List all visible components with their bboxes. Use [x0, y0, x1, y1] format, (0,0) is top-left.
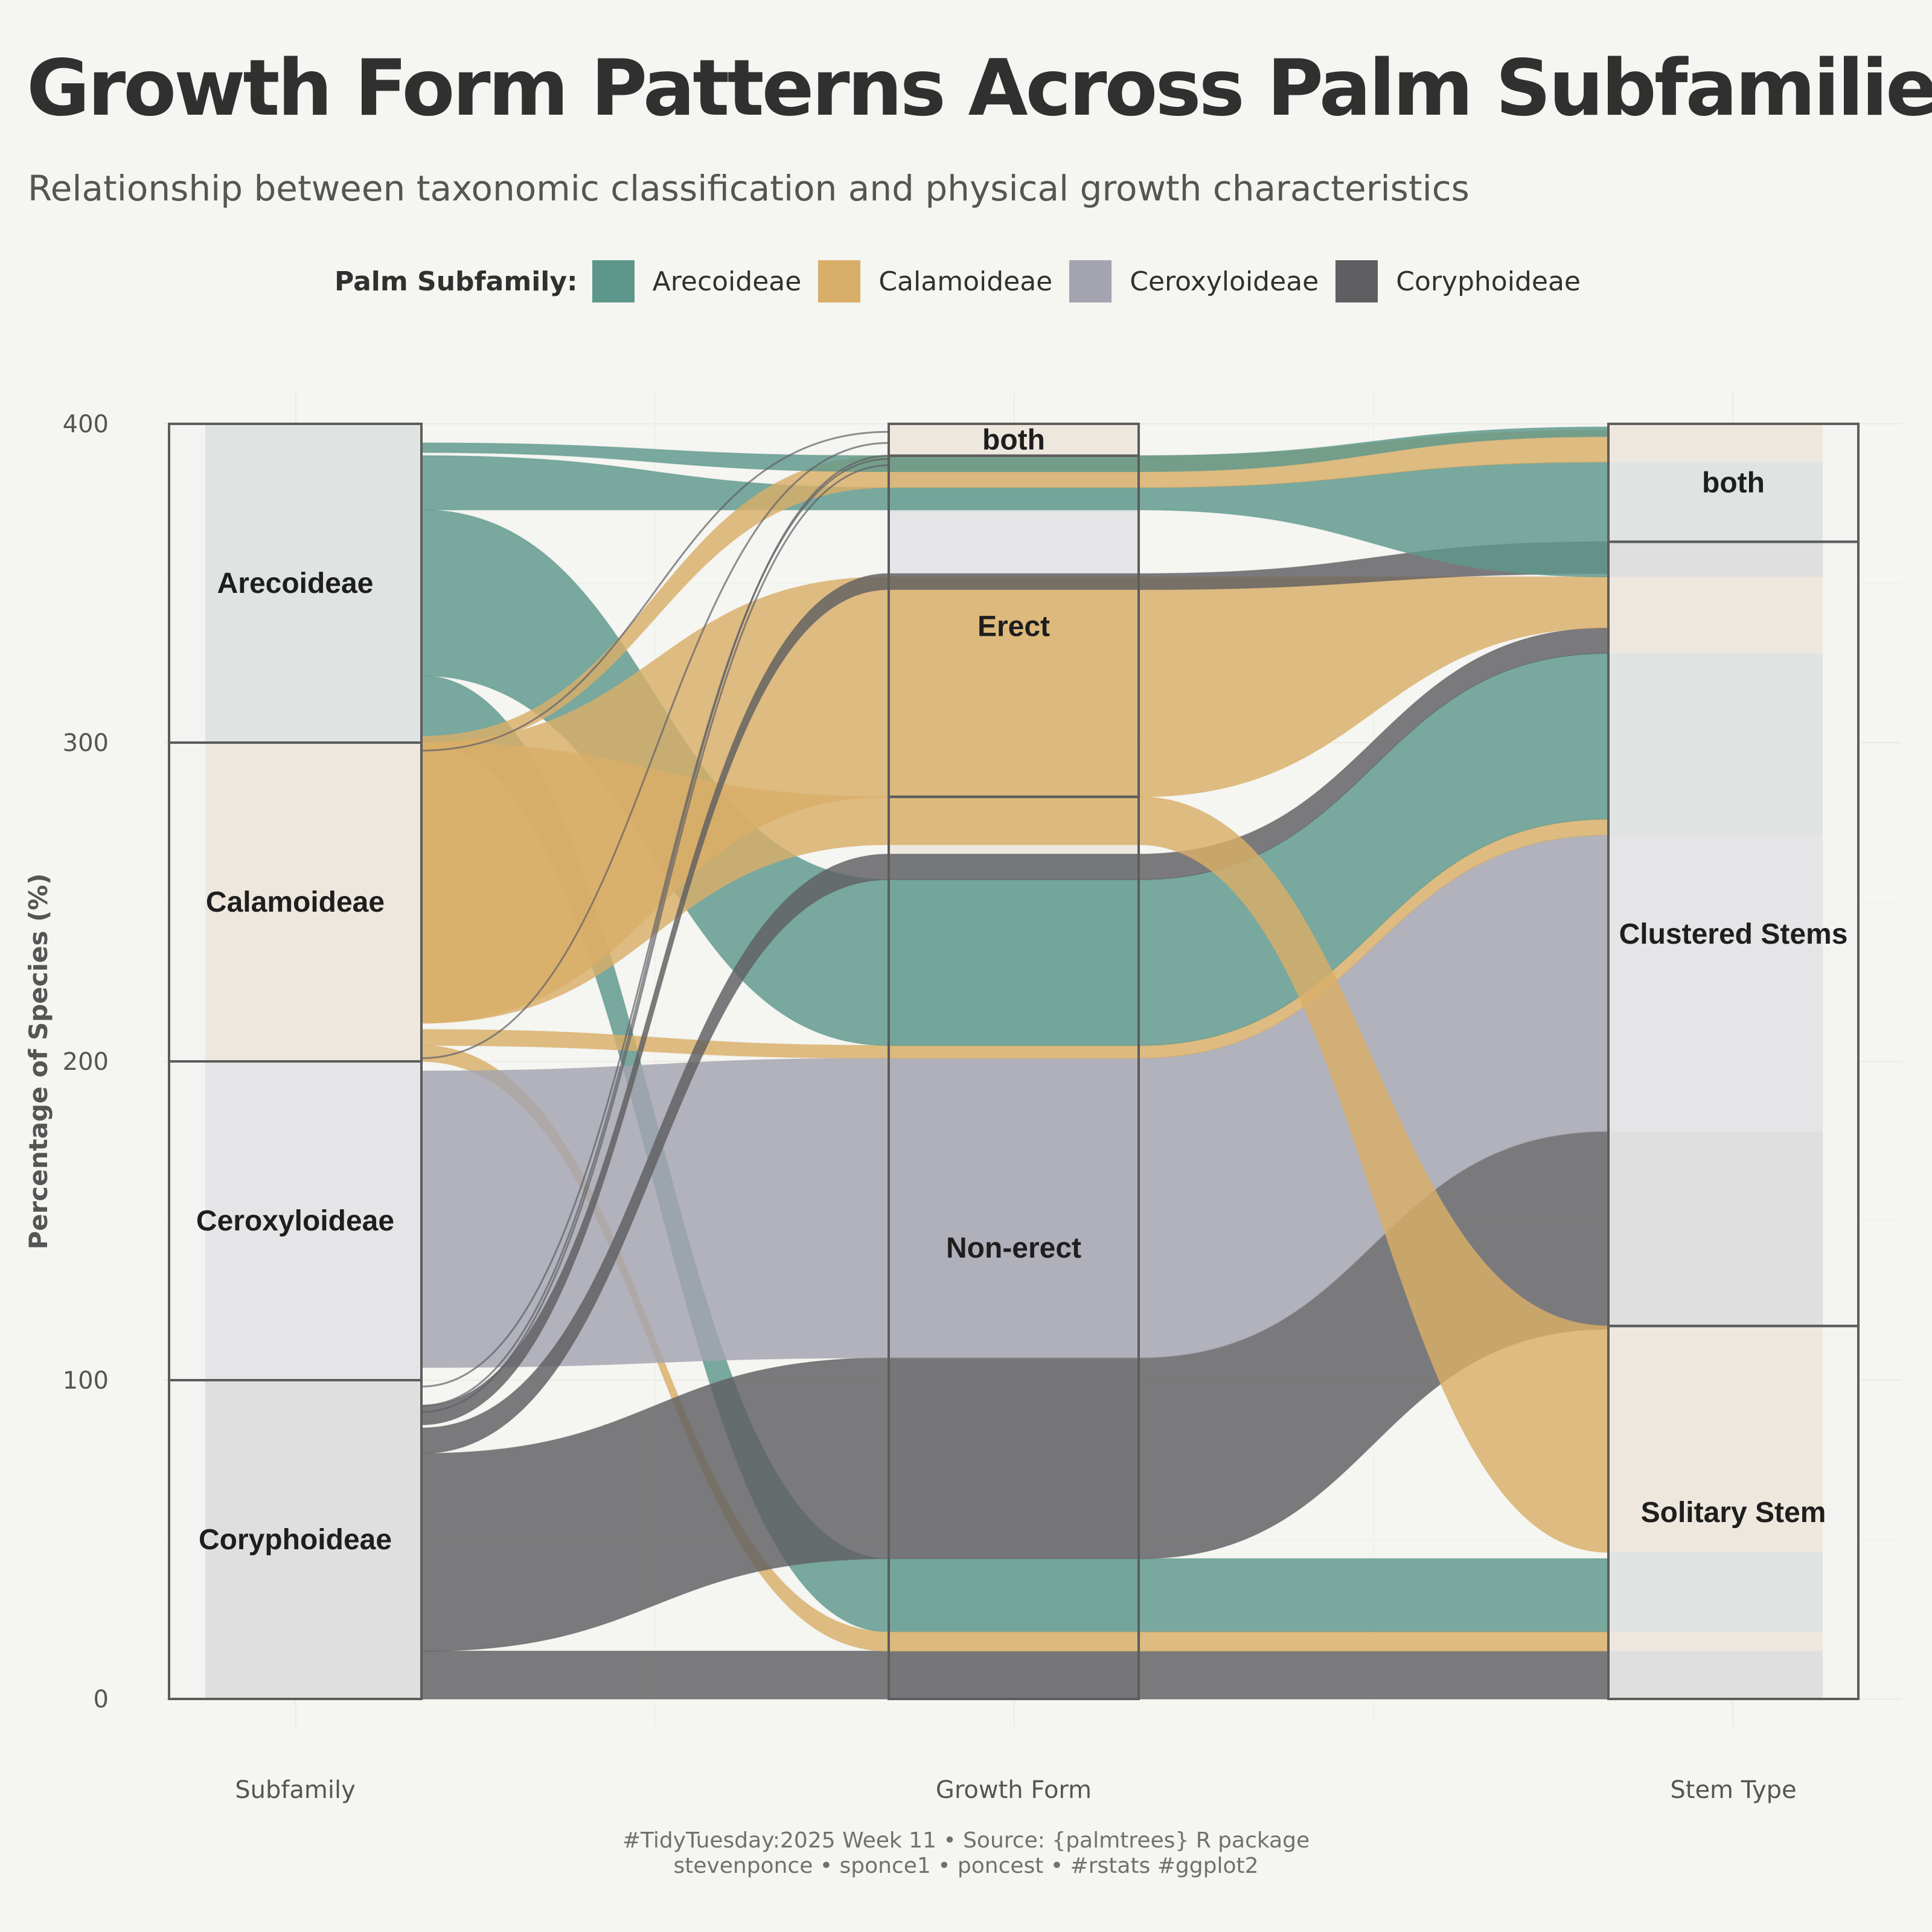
- caption: #TidyTuesday:2025 Week 11 • Source: {pal…: [0, 1828, 1932, 1879]
- stratum-tint-coryphoideae: [1608, 1131, 1823, 1326]
- stratum-box-arecoideae: [168, 423, 423, 744]
- flow-coryphoideae: [421, 1651, 1609, 1700]
- legend-item-calamoideae: Calamoideae: [818, 260, 1052, 302]
- stratum-label-arecoideae: Arecoideae: [217, 568, 374, 600]
- stratum-label-ceroxyloideae: Ceroxyloideae: [196, 1205, 394, 1237]
- stratum-label-both: both: [1702, 467, 1765, 499]
- stratum-fill-coryphoideae: [205, 1380, 421, 1699]
- stratum-tint-calamoideae: [1608, 1632, 1823, 1651]
- axis-label-subfamily: Subfamily: [235, 1776, 356, 1804]
- stratum-tint-calamoideae: [889, 424, 1139, 456]
- stratum-tint-arecoideae: [1608, 462, 1823, 542]
- stratum-label-both: both: [982, 424, 1045, 456]
- stratum-box-both: [888, 423, 1140, 457]
- stratum-label-coryphoideae: Coryphoideae: [199, 1524, 392, 1556]
- legend-item-ceroxyloideae: Ceroxyloideae: [1069, 260, 1319, 302]
- legend: Palm Subfamily: Arecoideae Calamoideae C…: [0, 258, 1932, 304]
- stratum-label-solitary-stem: Solitary Stem: [1641, 1497, 1826, 1529]
- flow-thread: [421, 464, 889, 1413]
- legend-swatch-ceroxyloideae: [1069, 260, 1112, 302]
- stratum-tint-calamoideae: [1608, 1326, 1823, 1553]
- y-tick-label: 100: [63, 1367, 109, 1395]
- legend-item-arecoideae: Arecoideae: [592, 260, 802, 302]
- stratum-tint-coryphoideae: [1608, 542, 1823, 577]
- y-axis-title: Percentage of Species (%): [24, 873, 53, 1249]
- stratum-tint-arecoideae: [1608, 653, 1823, 836]
- chart-title: Growth Form Patterns Across Palm Subfami…: [27, 43, 1932, 133]
- legend-label-arecoideae: Arecoideae: [652, 266, 802, 297]
- flow-thread: [421, 458, 889, 1388]
- stratum-fill-ceroxyloideae: [205, 1061, 421, 1380]
- axis-label-growth-form: Growth Form: [936, 1776, 1092, 1804]
- stratum-tint-calamoideae: [1608, 577, 1823, 654]
- flow-thread: [421, 442, 889, 1060]
- stratum-tint-calamoideae: [1608, 424, 1823, 462]
- stratum-label-calamoideae: Calamoideae: [206, 886, 385, 918]
- stratum-box-both: [1607, 423, 1860, 543]
- stratum-tint-arecoideae: [1608, 1552, 1823, 1633]
- flow-thread: [421, 430, 889, 752]
- legend-label-coryphoideae: Coryphoideae: [1396, 266, 1581, 297]
- legend-swatch-calamoideae: [818, 260, 861, 302]
- legend-title: Palm Subfamily:: [334, 266, 578, 297]
- stratum-label-clustered-stems: Clustered Stems: [1619, 918, 1848, 950]
- flow-thread: [421, 455, 889, 1407]
- stratum-label-non-erect: Non-erect: [946, 1232, 1081, 1264]
- stratum-tint-ceroxyloideae: [889, 513, 1139, 577]
- y-tick-label: 200: [63, 1048, 109, 1076]
- stratum-tint-ceroxyloideae: [1608, 835, 1823, 1132]
- legend-item-coryphoideae: Coryphoideae: [1335, 260, 1581, 302]
- y-tick-label: 300: [63, 729, 109, 757]
- stratum-tint-coryphoideae: [1608, 1651, 1823, 1699]
- axis-label-stem-type: Stem Type: [1670, 1776, 1796, 1804]
- legend-swatch-arecoideae: [592, 260, 635, 302]
- caption-source: #TidyTuesday:2025 Week 11 • Source: {pal…: [622, 1828, 1310, 1853]
- stratum-label-erect: Erect: [977, 610, 1050, 642]
- chart-subtitle: Relationship between taxonomic classific…: [28, 168, 1470, 209]
- y-tick-label: 0: [94, 1686, 109, 1713]
- legend-swatch-coryphoideae: [1335, 260, 1378, 302]
- flow-calamoideae: [421, 576, 1609, 1024]
- stratum-fill-calamoideae: [205, 743, 421, 1061]
- y-tick-label: 400: [63, 411, 109, 438]
- legend-label-calamoideae: Calamoideae: [878, 266, 1053, 297]
- stratum-fill-arecoideae: [205, 424, 421, 743]
- caption-credits: stevenponce • sponce1 • poncest • #rstat…: [673, 1854, 1259, 1878]
- legend-label-ceroxyloideae: Ceroxyloideae: [1130, 266, 1319, 297]
